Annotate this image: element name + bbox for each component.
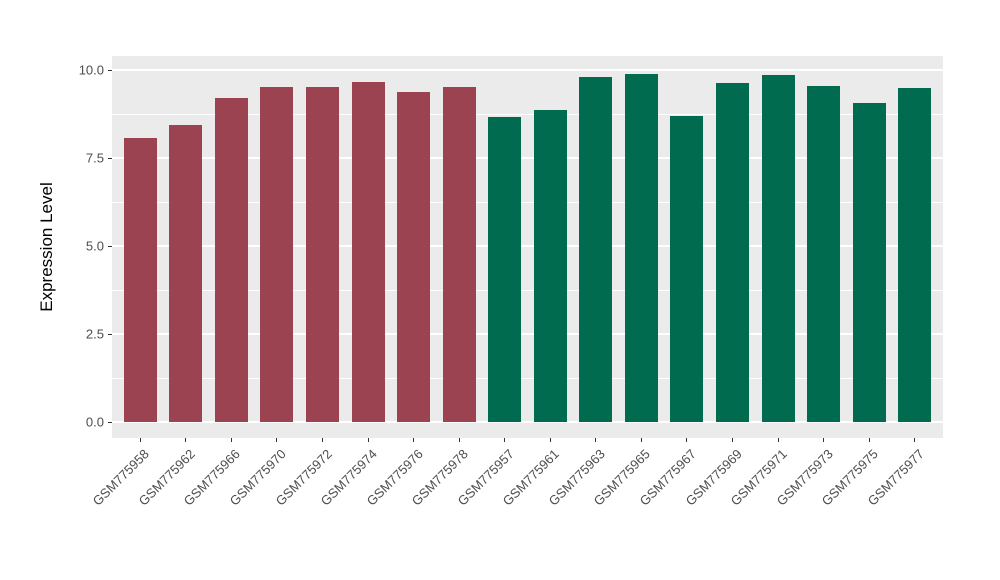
y-tick-label: 10.0 bbox=[78, 62, 104, 78]
x-tick bbox=[823, 438, 825, 442]
bar-GSM775978 bbox=[442, 86, 476, 422]
grid-minor-line bbox=[112, 113, 943, 115]
y-tick-label: 5.0 bbox=[85, 238, 104, 254]
y-tick bbox=[108, 422, 112, 423]
x-tick bbox=[322, 438, 323, 442]
y-tick bbox=[108, 70, 112, 71]
grid-minor-line bbox=[112, 377, 943, 379]
y-tick-label: 2.5 bbox=[85, 326, 104, 342]
x-tick bbox=[777, 438, 779, 442]
x-tick bbox=[731, 438, 733, 442]
x-tick bbox=[139, 438, 141, 442]
x-tick bbox=[413, 438, 415, 442]
x-tick bbox=[595, 438, 597, 442]
y-tick bbox=[108, 334, 112, 335]
x-tick bbox=[185, 438, 187, 442]
bar-GSM775963 bbox=[579, 77, 613, 422]
bar-GSM775957 bbox=[488, 116, 522, 422]
grid-major-line bbox=[112, 421, 943, 423]
x-tick bbox=[276, 438, 278, 442]
y-tick-label: 0.0 bbox=[85, 414, 104, 430]
bar-GSM775969 bbox=[715, 83, 749, 422]
y-tick bbox=[108, 158, 112, 159]
bar-GSM775977 bbox=[898, 88, 932, 422]
bar-GSM775975 bbox=[852, 102, 886, 422]
x-tick bbox=[230, 438, 232, 442]
bar-GSM775961 bbox=[533, 110, 567, 422]
grid-major-line bbox=[112, 333, 943, 335]
x-tick bbox=[367, 438, 369, 442]
grid-minor-line bbox=[112, 201, 943, 203]
bar-GSM775971 bbox=[761, 74, 795, 422]
x-tick bbox=[640, 438, 642, 442]
bar-GSM775976 bbox=[397, 91, 431, 422]
x-tick bbox=[549, 438, 551, 442]
x-tick bbox=[686, 438, 688, 442]
bar-GSM775970 bbox=[260, 86, 294, 422]
bar-GSM775974 bbox=[351, 81, 385, 422]
x-tick bbox=[504, 438, 506, 442]
grid-major-line bbox=[112, 245, 943, 247]
bar-GSM775972 bbox=[306, 86, 339, 422]
grid-minor-line bbox=[112, 289, 943, 291]
bar-GSM775966 bbox=[214, 97, 248, 422]
grid-major-line bbox=[112, 69, 943, 71]
grid-major-line bbox=[112, 157, 943, 159]
x-tick bbox=[868, 438, 870, 442]
bar-GSM775973 bbox=[807, 85, 841, 422]
plot-panel bbox=[112, 56, 943, 438]
x-tick bbox=[914, 438, 916, 442]
y-tick bbox=[108, 246, 112, 247]
bar-GSM775967 bbox=[670, 116, 704, 422]
y-tick-label: 7.5 bbox=[85, 150, 104, 166]
x-tick bbox=[458, 438, 460, 442]
bar-GSM775965 bbox=[624, 73, 658, 422]
bar-GSM775962 bbox=[169, 124, 203, 422]
bar-GSM775958 bbox=[123, 137, 157, 422]
